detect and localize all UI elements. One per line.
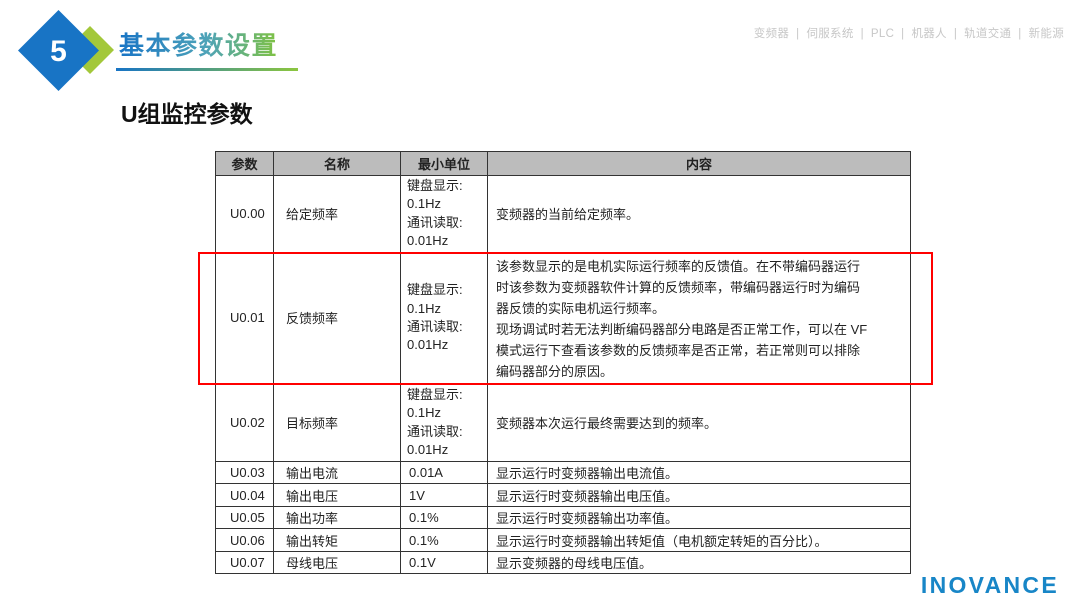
svg-text:5: 5: [50, 35, 67, 68]
